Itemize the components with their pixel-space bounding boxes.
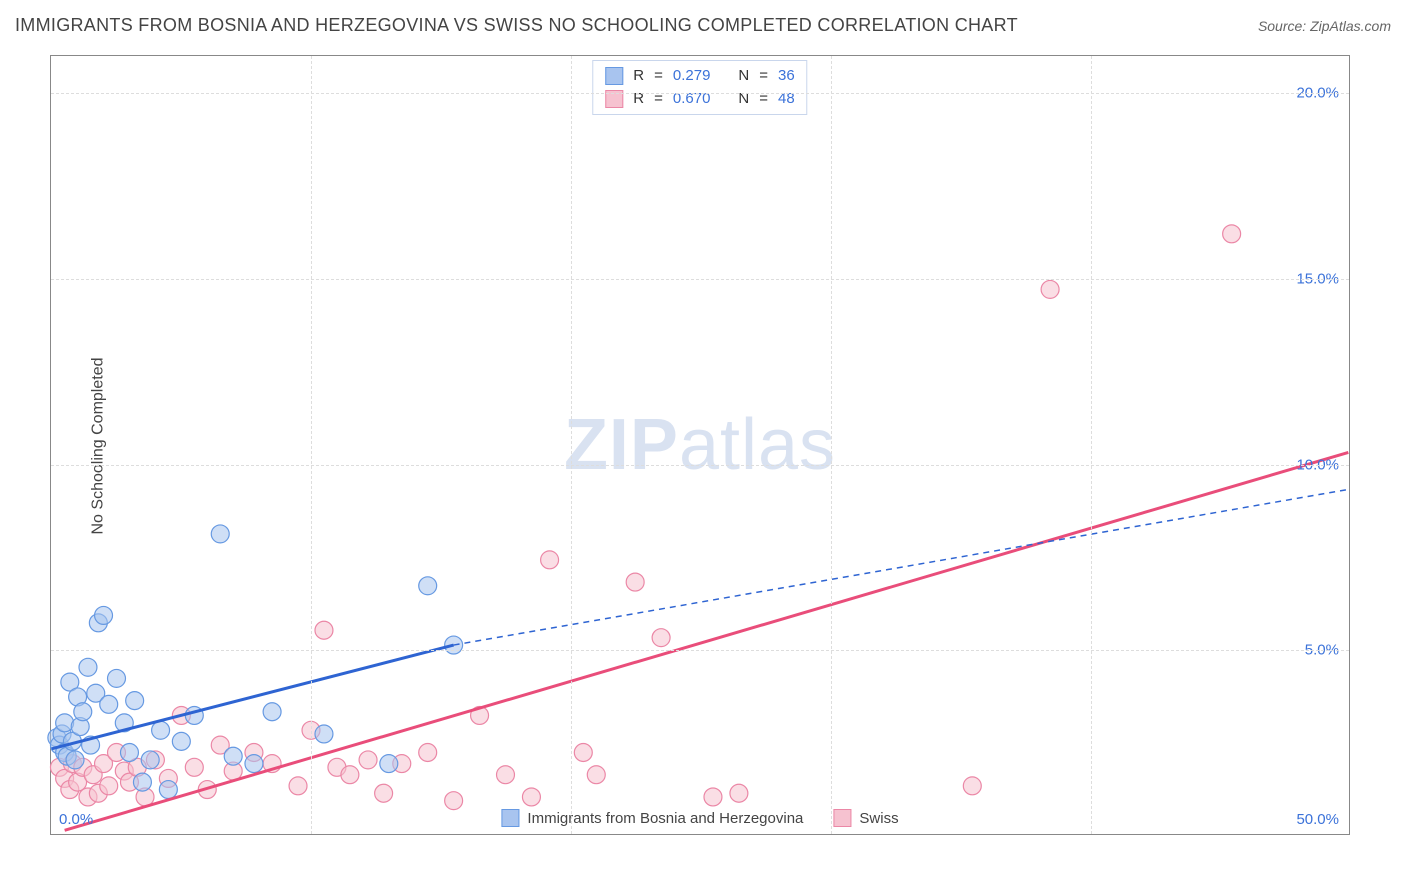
grid-line-v: [311, 56, 312, 834]
chart-plot-area: ZIPatlas R = 0.279 N = 36 R = 0.670 N = …: [50, 55, 1350, 835]
bottom-legend: Immigrants from Bosnia and Herzegovina S…: [495, 807, 904, 829]
legend-item-1: Immigrants from Bosnia and Herzegovina: [501, 809, 803, 827]
x-tick-min: 0.0%: [59, 811, 93, 828]
stat-r-value-2: 0.670: [673, 88, 711, 111]
stat-n-value-1: 36: [778, 65, 795, 88]
grid-line-h: [51, 650, 1349, 651]
grid-line-h: [51, 279, 1349, 280]
stats-row-series-1: R = 0.279 N = 36: [605, 65, 794, 88]
source-attribution: Source: ZipAtlas.com: [1258, 18, 1391, 34]
title-bar: IMMIGRANTS FROM BOSNIA AND HERZEGOVINA V…: [15, 15, 1391, 36]
stats-row-series-2: R = 0.670 N = 48: [605, 88, 794, 111]
legend-swatch-2: [833, 809, 851, 827]
legend-label-1: Immigrants from Bosnia and Herzegovina: [527, 810, 803, 827]
chart-title: IMMIGRANTS FROM BOSNIA AND HERZEGOVINA V…: [15, 15, 1018, 36]
legend-swatch-1: [501, 809, 519, 827]
legend-item-2: Swiss: [833, 809, 898, 827]
scatter-svg: [51, 56, 1349, 834]
stat-r-value-1: 0.279: [673, 65, 711, 88]
stat-n-label: N: [738, 65, 749, 88]
grid-line-v: [831, 56, 832, 834]
grid-line-h: [51, 93, 1349, 94]
grid-line-v: [1091, 56, 1092, 834]
stats-legend-box: R = 0.279 N = 36 R = 0.670 N = 48: [592, 60, 807, 115]
grid-line-h: [51, 465, 1349, 466]
stat-n-value-2: 48: [778, 88, 795, 111]
grid-line-v: [571, 56, 572, 834]
legend-label-2: Swiss: [859, 810, 898, 827]
stat-r-label: R: [633, 65, 644, 88]
x-tick-max: 50.0%: [1296, 811, 1339, 828]
swatch-series-1: [605, 67, 623, 85]
